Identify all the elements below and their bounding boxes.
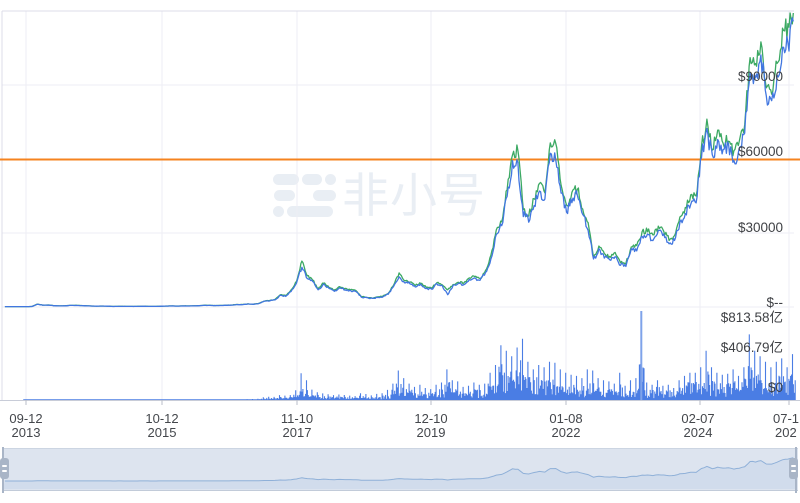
x-axis-label: 02-07 2024 — [681, 411, 715, 440]
watermark-logo-icon — [313, 190, 336, 201]
watermark-text: 非小号 — [342, 169, 486, 222]
volume-axis-label: $813.58亿 — [720, 310, 783, 325]
watermark-logo-icon — [274, 190, 295, 201]
x-axis-label: 07-1 202 — [773, 411, 800, 440]
navigator-right-handle[interactable] — [789, 458, 798, 479]
watermark-logo-icon — [302, 174, 322, 185]
price-axis-label: $30000 — [737, 220, 783, 235]
feixiaohao-watermark: 非小号 — [270, 170, 490, 234]
volume-axis-label: $406.79亿 — [720, 340, 783, 355]
watermark-logo-icon — [273, 174, 299, 185]
price-axis-label: $90000 — [737, 69, 783, 84]
x-axis-label: 12-10 2019 — [414, 411, 448, 440]
price-axis-label: $60000 — [737, 144, 783, 159]
watermark-logo-icon — [287, 206, 333, 217]
price-axis-label: $-- — [766, 295, 784, 310]
watermark-logo-icon — [325, 174, 336, 185]
watermark-logo-icon — [273, 206, 284, 217]
x-axis-label: 01-08 2022 — [549, 411, 583, 440]
x-axis-label: 10-12 2015 — [145, 411, 179, 440]
volume-axis-label: $0 — [767, 380, 783, 395]
x-axis-label: 09-12 2013 — [9, 411, 43, 440]
x-axis-label: 11-10 2017 — [280, 411, 314, 440]
navigator-left-handle[interactable] — [0, 458, 9, 479]
